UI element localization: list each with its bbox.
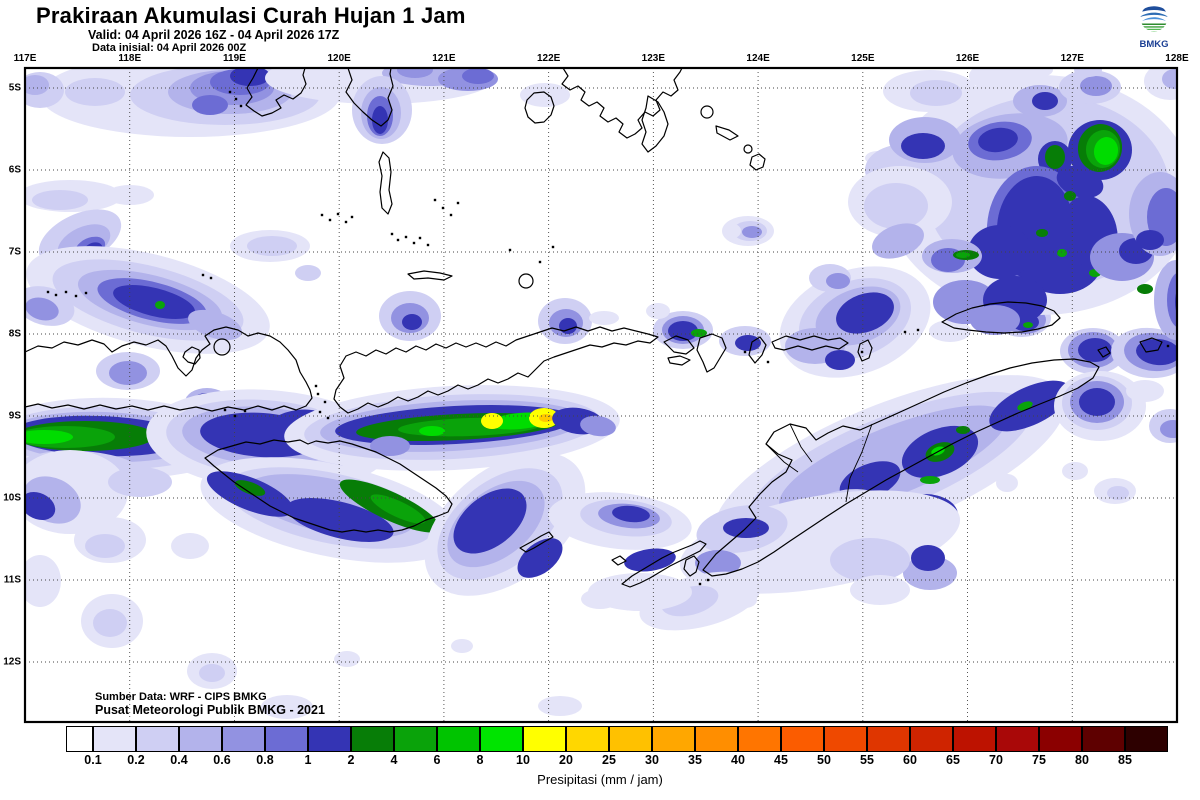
lat-tick-label: 11S (3, 574, 21, 586)
colorbar-tick-label: 30 (645, 753, 659, 767)
bmkg-logo-icon (1140, 4, 1168, 32)
colorbar-tick-label: 40 (731, 753, 745, 767)
lon-tick-label: 124E (746, 53, 770, 64)
colorbar-tick-label: 0.6 (213, 753, 231, 767)
lat-tick-label: 6S (8, 164, 21, 176)
colorbar-tick-label: 0.1 (84, 753, 102, 767)
colorbar-cell (523, 726, 566, 752)
colorbar-tick-label: 55 (860, 753, 874, 767)
colorbar-cell (781, 726, 824, 752)
lon-tick-label: 123E (641, 53, 666, 64)
lat-tick-label: 10S (3, 492, 21, 504)
colorbar-cell (179, 726, 222, 752)
colorbar-tick-label: 60 (903, 753, 917, 767)
publisher-line: Pusat Meteorologi Publik BMKG - 2021 (95, 703, 325, 717)
precipitation-shading-layer (25, 68, 1177, 719)
colorbar-cell (609, 726, 652, 752)
colorbar-cell (136, 726, 179, 752)
colorbar-cell (1039, 726, 1082, 752)
colorbar-cell (566, 726, 609, 752)
bmkg-logo: BMKG (1128, 3, 1180, 50)
lat-tick-label: 8S (8, 328, 21, 340)
lon-tick-label: 127E (1060, 53, 1084, 64)
lon-tick-label: 128E (1165, 53, 1189, 64)
lon-tick-label: 120E (327, 53, 351, 64)
colorbar-tick-label: 8 (476, 753, 484, 767)
colorbar-tick-label: 35 (688, 753, 702, 767)
colorbar-cell (824, 726, 867, 752)
colorbar-tick-label: 1 (304, 753, 312, 767)
coastline-layer (25, 68, 1170, 588)
colorbar-tick-label: 0.8 (256, 753, 274, 767)
colorbar-tick-label: 2 (347, 753, 355, 767)
colorbar-cell (265, 726, 308, 752)
bmkg-logo-text: BMKG (1139, 39, 1169, 50)
lon-tick-label: 119E (223, 53, 246, 64)
colorbar-tick-label: 4 (390, 753, 398, 767)
colorbar-cell (394, 726, 437, 752)
colorbar-cell (1082, 726, 1125, 752)
colorbar-cell (308, 726, 351, 752)
lon-tick-label: 118E (118, 53, 142, 64)
graticule-layer (25, 68, 1177, 722)
lon-tick-label: 126E (955, 53, 980, 64)
lon-tick-label: 122E (536, 53, 561, 64)
colorbar-tick-label: 50 (817, 753, 831, 767)
lat-tick-label: 7S (8, 246, 21, 258)
lon-tick-label: 125E (851, 53, 875, 64)
page-title: Prakiraan Akumulasi Curah Hujan 1 Jam (36, 3, 466, 28)
lon-tick-label: 121E (432, 53, 456, 64)
map-frame (23, 66, 1179, 724)
lat-tick-label: 9S (8, 410, 21, 422)
colorbar-tick-label: 0.4 (170, 753, 188, 767)
colorbar-tick-label: 25 (602, 753, 616, 767)
lat-tick-label: 12S (3, 656, 21, 668)
colorbar-tick-label: 80 (1075, 753, 1089, 767)
colorbar-tick-label: 20 (559, 753, 573, 767)
colorbar-cell (738, 726, 781, 752)
colorbar-unit-label: Presipitasi (mm / jam) (537, 772, 663, 787)
colorbar-cell (351, 726, 394, 752)
colorbar-cell (480, 726, 523, 752)
data-source-line: Sumber Data: WRF - CIPS BMKG (95, 691, 267, 703)
colorbar-tick-label: 6 (433, 753, 441, 767)
colorbar-tick-label: 65 (946, 753, 960, 767)
colorbar-cell (652, 726, 695, 752)
colorbar-tick-label: 10 (516, 753, 530, 767)
valid-time-label: Valid: 04 April 2026 16Z - 04 April 2026… (88, 28, 340, 42)
colorbar-cell (93, 726, 136, 752)
lat-tick-label: 5S (8, 82, 21, 94)
colorbar-tick-label: 75 (1032, 753, 1046, 767)
colorbar-cell (695, 726, 738, 752)
colorbar-tick-label: 85 (1118, 753, 1132, 767)
colorbar-tick-label: 45 (774, 753, 788, 767)
colorbar-cell (1125, 726, 1168, 752)
colorbar-cell (867, 726, 910, 752)
colorbar-cell (66, 726, 93, 752)
lon-tick-label: 117E (13, 53, 37, 64)
colorbar-cell (222, 726, 265, 752)
colorbar-cell (953, 726, 996, 752)
colorbar-tick-label: 70 (989, 753, 1003, 767)
colorbar-tick-label: 0.2 (127, 753, 145, 767)
init-time-label: Data inisial: 04 April 2026 00Z (92, 42, 247, 54)
colorbar-cell (437, 726, 480, 752)
colorbar-cell (910, 726, 953, 752)
colorbar-cell (996, 726, 1039, 752)
